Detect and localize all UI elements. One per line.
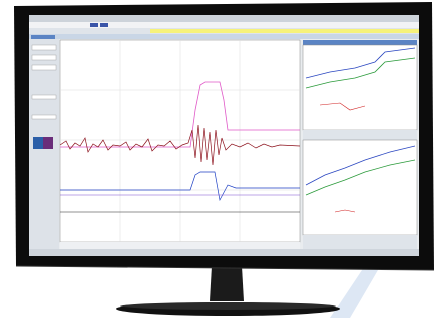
stand-neck [210,266,244,301]
panel-field [32,55,56,60]
body: (() => { const data = JSON.parse(documen… [0,0,439,318]
right-tabs [303,130,417,140]
menu-tab [100,23,108,27]
page: Monitor screenshot {} html, body { margi… [0,0,439,318]
tab-bar [29,34,419,39]
scene [0,0,439,318]
right-header [303,40,417,45]
status-bar [29,249,419,256]
color-swatch [33,137,43,149]
panel-field [32,95,56,99]
status-strip [150,29,419,33]
menu-bar [29,22,419,28]
panel-field [32,45,56,50]
panel-field [32,115,56,119]
panel-field [32,65,56,70]
right-top-chart [303,45,417,130]
stand-base-top [120,302,336,310]
right-footer [303,235,417,249]
screen [29,15,419,256]
main-legend [60,242,300,249]
right-bottom-chart [303,140,417,235]
active-tab [31,35,55,39]
title-bar [29,15,419,22]
menu-tab [90,23,98,27]
